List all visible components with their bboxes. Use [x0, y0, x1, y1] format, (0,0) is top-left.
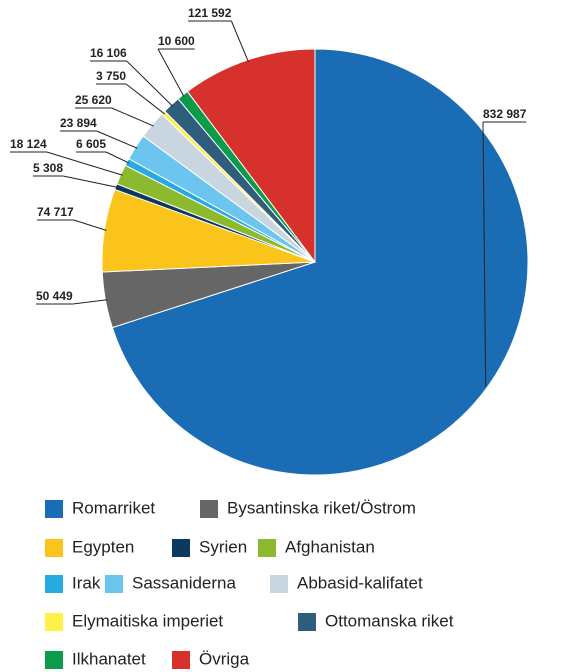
value-label: 10 600 [158, 34, 195, 48]
pie-slice [111, 48, 529, 476]
value-label: 5 308 [33, 161, 63, 175]
leader-line [72, 299, 108, 305]
legend-label: Elymaitiska imperiet [72, 611, 223, 630]
leader-line [230, 20, 249, 62]
leader-line [96, 130, 138, 149]
legend-label: Ilkhanatet [72, 649, 146, 668]
legend-swatch [270, 575, 288, 593]
legend-label: Afghanistan [285, 537, 375, 556]
legend-swatch [45, 500, 63, 518]
legend-swatch [105, 575, 123, 593]
legend-swatch [298, 613, 316, 631]
value-label: 23 894 [60, 116, 97, 130]
value-label: 6 605 [76, 137, 106, 151]
legend-label: Irak [72, 573, 101, 592]
legend-swatch [172, 651, 190, 669]
value-label: 25 620 [75, 93, 112, 107]
legend-swatch [258, 539, 276, 557]
legend-swatch [45, 613, 63, 631]
leader-line [125, 83, 165, 115]
value-label: 50 449 [36, 289, 73, 303]
legend-label: Romarriket [72, 498, 155, 517]
leader-line [73, 219, 107, 231]
legend-label: Bysantinska riket/Östrom [227, 498, 416, 517]
value-label: 74 717 [37, 205, 74, 219]
legend-swatch [45, 575, 63, 593]
value-label: 121 592 [188, 6, 232, 20]
value-label: 18 124 [10, 137, 47, 151]
leader-line [46, 151, 123, 176]
value-label: 16 106 [90, 46, 127, 60]
legend-label: Syrien [199, 537, 247, 556]
leader-line [157, 48, 185, 97]
legend-swatch [45, 651, 63, 669]
legend-swatch [172, 539, 190, 557]
leader-line [62, 175, 118, 188]
legend-label: Abbasid-kalifatet [297, 573, 423, 592]
legend-swatch [45, 539, 63, 557]
legend-label: Sassaniderna [132, 573, 237, 592]
leader-line [111, 107, 154, 127]
legend-label: Ottomanska riket [325, 611, 454, 630]
legend-swatch [200, 500, 218, 518]
leader-line [126, 60, 173, 107]
legend-label: Egypten [72, 537, 134, 556]
value-label: 3 750 [96, 69, 126, 83]
leader-line [105, 151, 129, 164]
leader-line [482, 121, 487, 387]
value-label: 832 987 [483, 107, 527, 121]
legend-label: Övriga [199, 649, 250, 668]
